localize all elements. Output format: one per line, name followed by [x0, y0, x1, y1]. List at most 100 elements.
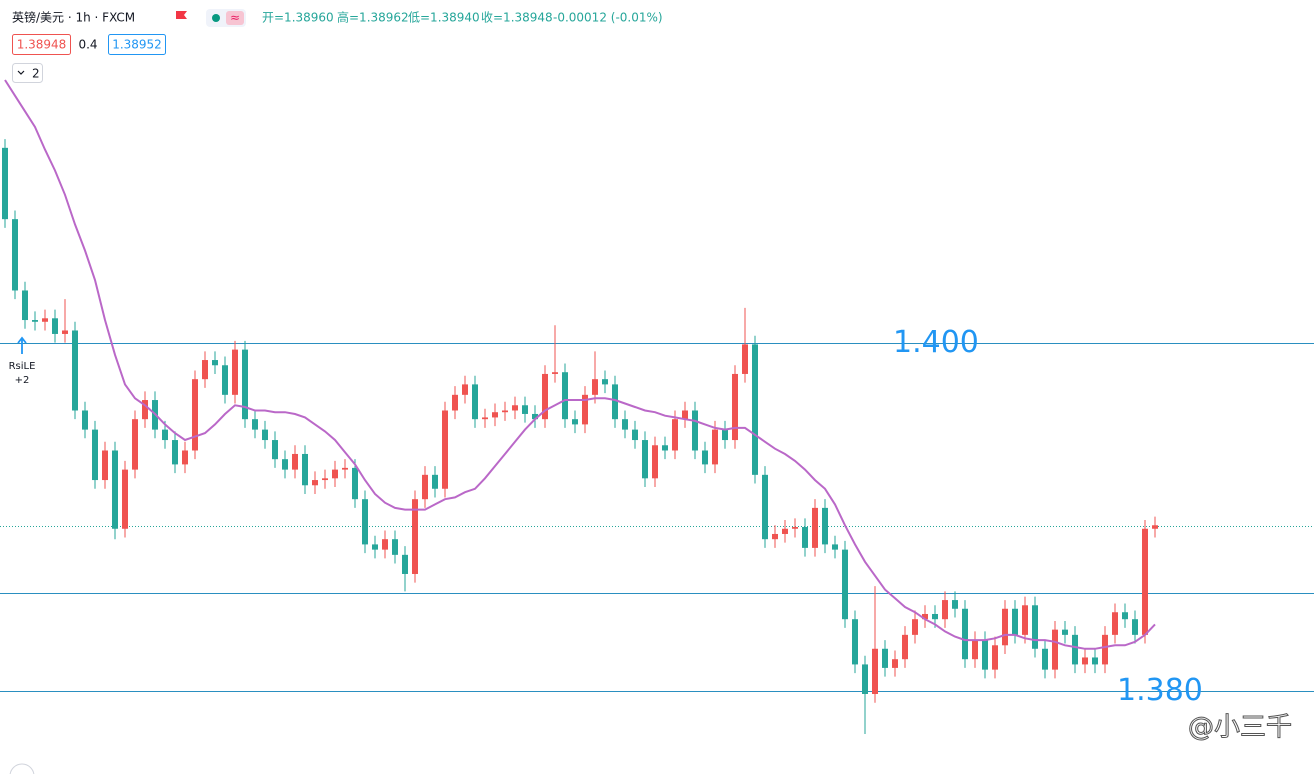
candle-body: [922, 613, 928, 620]
candle-body: [832, 544, 838, 550]
candle-body: [1112, 612, 1118, 635]
candle-body: [772, 533, 778, 540]
candle-body: [962, 608, 968, 660]
candle-body: [1122, 612, 1128, 620]
candle-body: [42, 318, 48, 322]
candle-body: [732, 373, 738, 441]
collapse-button[interactable]: [12, 63, 43, 83]
bid-price: 1.38948: [17, 38, 67, 52]
candle-body: [82, 410, 88, 430]
candle-body: [982, 640, 988, 670]
candle-body: [782, 528, 788, 534]
candle-body: [92, 429, 98, 481]
candle-body: [512, 405, 518, 411]
candle-body: [742, 344, 748, 374]
candle-body: [332, 469, 338, 479]
candle-body: [692, 410, 698, 451]
candle-body: [852, 619, 858, 665]
candle-body: [892, 659, 898, 668]
candle-body: [952, 600, 958, 609]
candle-body: [882, 648, 888, 668]
flag-icon[interactable]: [176, 11, 187, 19]
candle-body: [172, 440, 178, 465]
candle-body: [1042, 648, 1048, 670]
candle-body: [242, 349, 248, 420]
candle-body: [532, 413, 538, 420]
candle-body: [72, 330, 78, 411]
status-icon: ≈: [230, 11, 240, 25]
candle-body: [912, 619, 918, 635]
candle-body: [422, 474, 428, 500]
candle-body: [542, 373, 548, 420]
candle-body: [992, 645, 998, 670]
candle-body: [582, 394, 588, 425]
candle-body: [522, 405, 528, 414]
candle-body: [442, 410, 448, 489]
candle-body: [552, 372, 558, 374]
moving-average-line: [4, 79, 1156, 650]
chevron-icon: [17, 70, 25, 75]
candle-body: [612, 384, 618, 420]
ask-box[interactable]: [108, 34, 166, 55]
ask-price: 1.38952: [112, 38, 162, 52]
candle-body: [302, 453, 308, 486]
candle-body: [1152, 525, 1158, 529]
candle-body: [472, 384, 478, 420]
candle-body: [312, 480, 318, 486]
candle-body: [12, 219, 18, 291]
candle-body: [642, 440, 648, 479]
candle-body: [632, 429, 638, 441]
candle-body: [122, 469, 128, 529]
candle-body: [432, 474, 438, 489]
ohlc-high: 高=1.38962: [337, 10, 409, 25]
level-label: 1.400: [893, 325, 979, 360]
candle-body: [822, 507, 828, 545]
signal-arrow: [17, 336, 27, 354]
candle-body: [942, 600, 948, 620]
level-label: 1.380: [1117, 673, 1203, 708]
ohlc-low: 低=1.38940: [408, 11, 480, 25]
candle-body: [492, 412, 498, 418]
candle-body: [1132, 619, 1138, 635]
bid-box[interactable]: [12, 34, 71, 55]
candle-body: [372, 544, 378, 550]
candle-body: [872, 648, 878, 694]
signal-qty: +2: [15, 375, 30, 386]
candle-body: [1002, 608, 1008, 646]
candle-body: [1092, 657, 1098, 665]
candle-body: [32, 320, 38, 322]
candle-body: [862, 664, 868, 694]
candle-body: [272, 440, 278, 460]
corner-button[interactable]: [9, 763, 35, 774]
candle-body: [22, 290, 28, 321]
candle-body: [232, 349, 238, 395]
candle-body: [62, 330, 68, 334]
candle-body: [722, 429, 728, 441]
candle-body: [142, 400, 148, 420]
candle-body: [1062, 629, 1068, 635]
candle-body: [192, 379, 198, 451]
ohlc-change: -0.00012 (-0.01%): [553, 11, 663, 25]
signal-marker: RsiLE +2: [9, 336, 35, 386]
candle-body: [712, 429, 718, 465]
candle-body: [1072, 634, 1078, 665]
candle-body: [792, 527, 798, 529]
candle-body: [322, 478, 328, 481]
candle-body: [482, 417, 488, 420]
candle-body: [682, 410, 688, 420]
candle-body: [802, 527, 808, 548]
candle-body: [182, 450, 188, 465]
candle-body: [1142, 528, 1148, 635]
candle-body: [932, 613, 938, 620]
spread: 0.4: [78, 38, 97, 52]
candle-body: [382, 539, 388, 550]
ohlc-open: 开=1.38960: [262, 11, 334, 25]
candle-body: [1032, 605, 1038, 649]
candle-body: [842, 549, 848, 620]
candle-body: [1012, 608, 1018, 635]
status-icon-bg: [226, 11, 244, 25]
candle-body: [262, 429, 268, 441]
candle-body: [162, 429, 168, 441]
candle-body: [762, 474, 768, 540]
candle-body: [452, 394, 458, 411]
